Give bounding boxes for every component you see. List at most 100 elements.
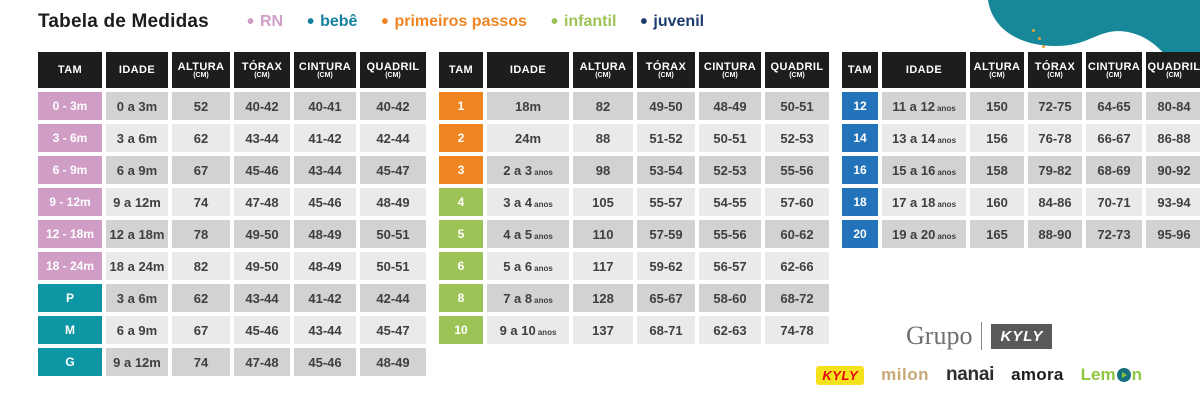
size-table-juvenil: TAM IDADE ALTURA (CM) TÓRAX (CM) CINTURA (CM) QU…: [842, 52, 1200, 248]
legend-bullet-icon: •: [640, 11, 648, 33]
waist-cell: 52-53: [699, 156, 761, 184]
grupo-text: Grupo: [906, 321, 973, 350]
column-header: TAM: [38, 52, 102, 88]
height-cell: 74: [172, 348, 230, 376]
column-header: IDADE: [882, 52, 966, 88]
hip-cell: 86-88: [1146, 124, 1200, 152]
size-cell: 18 - 24m: [38, 252, 102, 280]
size-cell: 16: [842, 156, 878, 184]
size-table-primeiros-passos-infantil: TAM IDADE ALTURA (CM) TÓRAX (CM) CINTURA (CM) QU…: [439, 52, 829, 344]
age-cell: 6 a 9m: [106, 316, 168, 344]
legend-bullet-icon: •: [307, 11, 315, 33]
logo-divider: [981, 322, 983, 350]
chest-cell: 49-50: [234, 252, 290, 280]
waist-cell: 58-60: [699, 284, 761, 312]
waist-cell: 48-49: [294, 220, 356, 248]
height-cell: 52: [172, 92, 230, 120]
legend-item: • RN: [246, 11, 283, 33]
age-unit-label: anos: [937, 231, 957, 241]
lemon-text: Lem: [1080, 365, 1116, 384]
waist-cell: 68-69: [1086, 156, 1142, 184]
waist-cell: 70-71: [1086, 188, 1142, 216]
column-header: CINTURA (CM): [699, 52, 761, 88]
age-cell: 17 a 18 anos: [882, 188, 966, 216]
size-cell: M: [38, 316, 102, 344]
hip-cell: 50-51: [360, 220, 426, 248]
column-header: ALTURA (CM): [573, 52, 633, 88]
age-cell: 5 a 6 anos: [487, 252, 569, 280]
size-cell: 12 - 18m: [38, 220, 102, 248]
age-unit-label: anos: [534, 199, 553, 209]
chest-cell: 49-50: [234, 220, 290, 248]
waist-cell: 54-55: [699, 188, 761, 216]
waist-cell: 50-51: [699, 124, 761, 152]
size-cell: 18: [842, 188, 878, 216]
chest-cell: 79-82: [1028, 156, 1082, 184]
age-cell: 0 a 3m: [106, 92, 168, 120]
chest-cell: 47-48: [234, 188, 290, 216]
age-unit-label: anos: [937, 199, 957, 209]
hip-cell: 74-78: [765, 316, 829, 344]
hip-cell: 42-44: [360, 124, 426, 152]
kyly-group-badge: KYLY: [991, 323, 1053, 349]
height-cell: 165: [970, 220, 1024, 248]
age-cell: 3 a 6m: [106, 124, 168, 152]
age-cell: 2 a 3 anos: [487, 156, 569, 184]
chest-cell: 68-71: [637, 316, 695, 344]
age-cell: 4 a 5 anos: [487, 220, 569, 248]
lemon-play-icon: [1116, 368, 1131, 382]
hip-cell: 55-56: [765, 156, 829, 184]
lemon-logo: Lem n: [1081, 365, 1142, 385]
age-cell: 6 a 9m: [106, 156, 168, 184]
column-header: TÓRAX (CM): [234, 52, 290, 88]
height-cell: 158: [970, 156, 1024, 184]
age-cell: 18m: [487, 92, 569, 120]
age-unit-label: anos: [534, 231, 553, 241]
waist-cell: 55-56: [699, 220, 761, 248]
kyly-logo: KYLY: [816, 365, 865, 385]
age-cell: 9 a 10 anos: [487, 316, 569, 344]
height-cell: 128: [573, 284, 633, 312]
age-unit-label: anos: [534, 295, 553, 305]
size-cell: 6 - 9m: [38, 156, 102, 184]
age-cell: 3 a 4 anos: [487, 188, 569, 216]
age-cell: 7 a 8 anos: [487, 284, 569, 312]
height-cell: 110: [573, 220, 633, 248]
milon-logo: milon: [881, 365, 929, 384]
waist-cell: 43-44: [294, 316, 356, 344]
hip-cell: 62-66: [765, 252, 829, 280]
hip-cell: 90-92: [1146, 156, 1200, 184]
size-cell: P: [38, 284, 102, 312]
column-header: TAM: [439, 52, 483, 88]
size-cell: 9 - 12m: [38, 188, 102, 216]
hip-cell: 42-44: [360, 284, 426, 312]
height-cell: 62: [172, 284, 230, 312]
size-cell: 1: [439, 92, 483, 120]
size-cell: 4: [439, 188, 483, 216]
legend-bullet-icon: •: [246, 11, 254, 33]
height-cell: 160: [970, 188, 1024, 216]
legend-bullet-icon: •: [381, 11, 389, 33]
confetti-dot-icon: [1032, 29, 1035, 32]
size-cell: 20: [842, 220, 878, 248]
height-cell: 62: [172, 124, 230, 152]
waist-cell: 45-46: [294, 348, 356, 376]
hip-cell: 57-60: [765, 188, 829, 216]
size-cell: 5: [439, 220, 483, 248]
age-cell: 9 a 12m: [106, 188, 168, 216]
chest-cell: 76-78: [1028, 124, 1082, 152]
column-header: CINTURA (CM): [1086, 52, 1142, 88]
chest-cell: 65-67: [637, 284, 695, 312]
chest-cell: 43-44: [234, 284, 290, 312]
age-cell: 11 a 12 anos: [882, 92, 966, 120]
waist-cell: 41-42: [294, 124, 356, 152]
column-header: QUADRIL (CM): [360, 52, 426, 88]
waist-cell: 64-65: [1086, 92, 1142, 120]
hip-cell: 50-51: [360, 252, 426, 280]
legend-item: • infantil: [551, 12, 616, 32]
waist-cell: 62-63: [699, 316, 761, 344]
size-cell: 6: [439, 252, 483, 280]
height-cell: 105: [573, 188, 633, 216]
waist-cell: 43-44: [294, 156, 356, 184]
waist-cell: 40-41: [294, 92, 356, 120]
